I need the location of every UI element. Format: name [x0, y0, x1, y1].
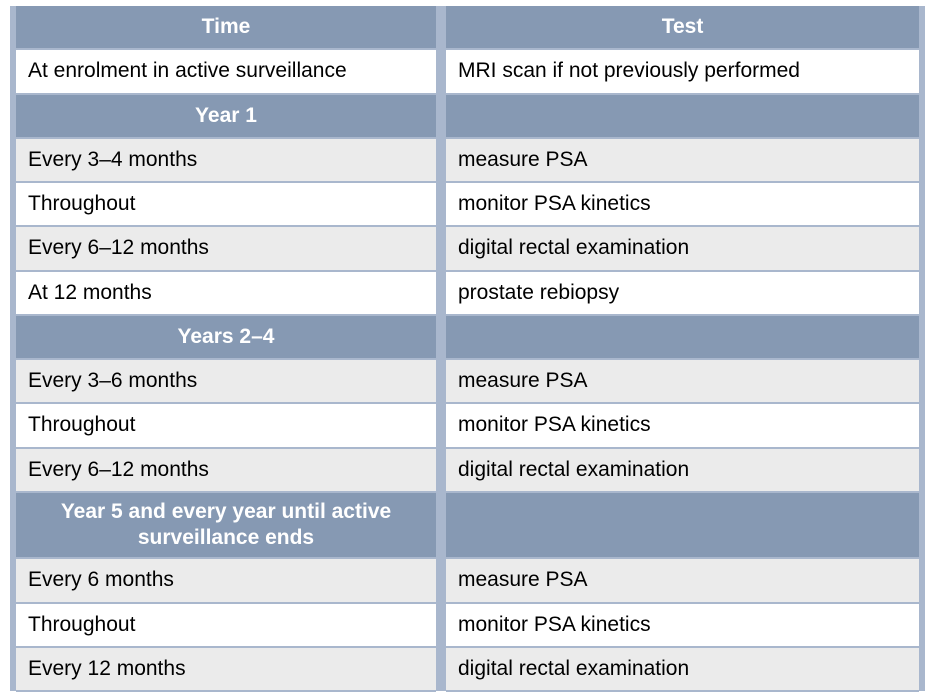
surveillance-table: Time Test At enrolment in active surveil…: [10, 6, 925, 692]
cell-time: At enrolment in active surveillance: [16, 49, 436, 93]
right-rule: [919, 6, 925, 49]
cell-time: Every 6 months: [16, 558, 436, 602]
table-row: Throughout monitor PSA kinetics: [10, 603, 925, 647]
section-row: Years 2–4: [10, 315, 925, 359]
cell-test: digital rectal examination: [446, 647, 919, 691]
cell-time: Throughout: [16, 403, 436, 447]
cell-test: digital rectal examination: [446, 448, 919, 492]
cell-time: Throughout: [16, 603, 436, 647]
table-header-row: Time Test: [10, 6, 925, 49]
cell-time: Throughout: [16, 182, 436, 226]
cell-time: Every 3–6 months: [16, 359, 436, 403]
table-row: Every 3–4 months measure PSA: [10, 138, 925, 182]
section-empty: [446, 492, 919, 559]
page-wrap: Time Test At enrolment in active surveil…: [0, 0, 935, 675]
cell-test: monitor PSA kinetics: [446, 182, 919, 226]
section-empty: [446, 94, 919, 138]
section-empty: [446, 315, 919, 359]
section-label: Year 1: [16, 94, 436, 138]
cell-test: MRI scan if not previously performed: [446, 49, 919, 93]
cell-test: measure PSA: [446, 359, 919, 403]
section-label: Years 2–4: [16, 315, 436, 359]
cell-test: measure PSA: [446, 138, 919, 182]
cell-time: Every 12 months: [16, 647, 436, 691]
table-row: Throughout monitor PSA kinetics: [10, 403, 925, 447]
table-row: Every 6–12 months digital rectal examina…: [10, 226, 925, 270]
table-body: Time Test At enrolment in active surveil…: [10, 6, 925, 691]
cell-test: monitor PSA kinetics: [446, 403, 919, 447]
cell-time: At 12 months: [16, 271, 436, 315]
cell-test: monitor PSA kinetics: [446, 603, 919, 647]
cell-time: Every 6–12 months: [16, 226, 436, 270]
cell-test: measure PSA: [446, 558, 919, 602]
table-row: Every 6–12 months digital rectal examina…: [10, 448, 925, 492]
cell-time: Every 3–4 months: [16, 138, 436, 182]
col-divider: [436, 6, 446, 49]
cell-test: prostate rebiopsy: [446, 271, 919, 315]
header-test: Test: [446, 6, 919, 49]
header-time: Time: [16, 6, 436, 49]
section-label: Year 5 and every year until active surve…: [16, 492, 436, 559]
table-row: Every 12 months digital rectal examinati…: [10, 647, 925, 691]
cell-time: Every 6–12 months: [16, 448, 436, 492]
table-row: At enrolment in active surveillance MRI …: [10, 49, 925, 93]
table-row: Throughout monitor PSA kinetics: [10, 182, 925, 226]
table-row: Every 3–6 months measure PSA: [10, 359, 925, 403]
cell-test: digital rectal examination: [446, 226, 919, 270]
table-row: At 12 months prostate rebiopsy: [10, 271, 925, 315]
table-row: Every 6 months measure PSA: [10, 558, 925, 602]
section-row: Year 1: [10, 94, 925, 138]
section-row: Year 5 and every year until active surve…: [10, 492, 925, 559]
